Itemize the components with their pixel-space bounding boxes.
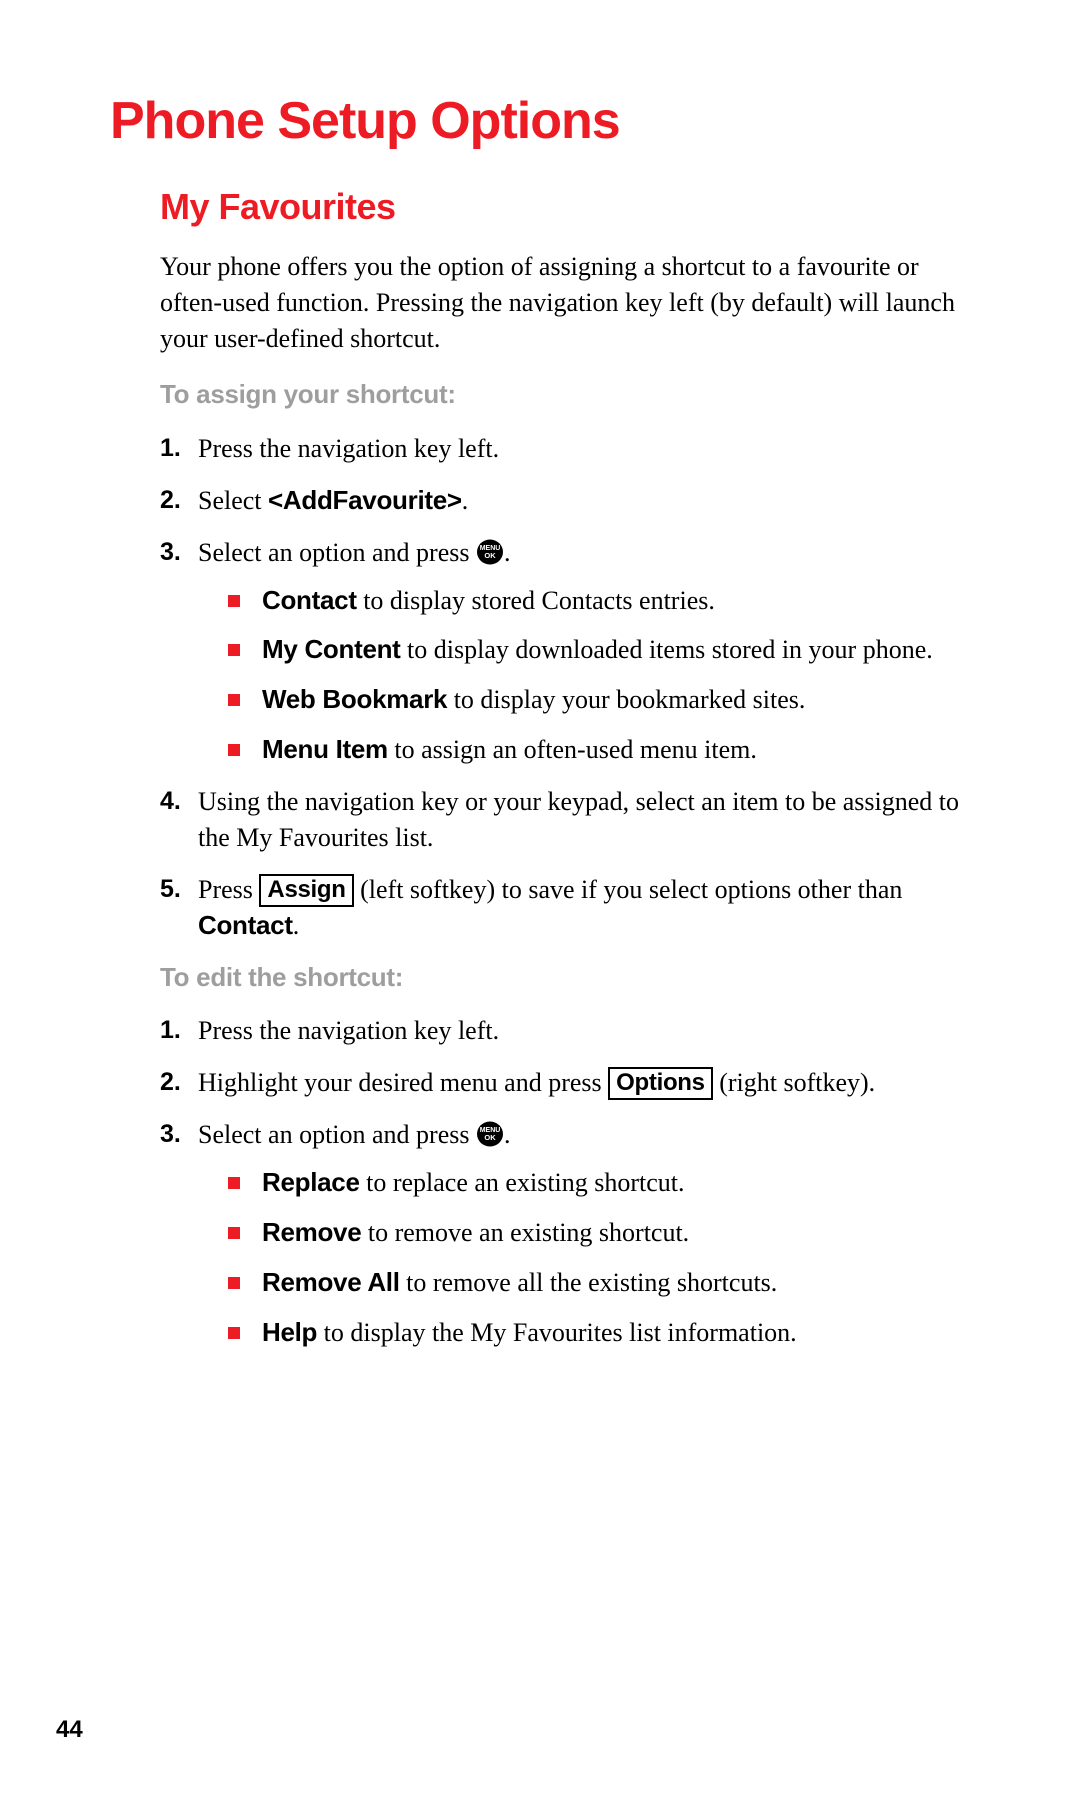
- step-text: .: [504, 538, 511, 567]
- option-item: Replace to replace an existing shortcut.: [228, 1165, 980, 1201]
- lead-assign: To assign your shortcut:: [160, 377, 980, 413]
- page-number: 44: [56, 1713, 83, 1746]
- ui-label: <AddFavourite>: [268, 485, 462, 515]
- option-item: Menu Item to assign an often-used menu i…: [228, 732, 980, 768]
- ui-label: Contact: [198, 910, 293, 940]
- step-item: 4. Using the navigation key or your keyp…: [160, 784, 980, 856]
- option-item: My Content to display downloaded items s…: [228, 632, 980, 668]
- option-name: Menu Item: [262, 734, 388, 764]
- step-item: 1. Press the navigation key left.: [160, 1013, 980, 1049]
- option-name: My Content: [262, 634, 401, 664]
- step-number: 3.: [160, 1117, 181, 1152]
- option-desc: to display your bookmarked sites.: [447, 685, 805, 714]
- option-item: Help to display the My Favourites list i…: [228, 1315, 980, 1351]
- softkey-label: Options: [608, 1067, 713, 1100]
- step-number: 2.: [160, 483, 181, 518]
- sub-options: Replace to replace an existing shortcut.…: [228, 1165, 980, 1351]
- step-text: Press the navigation key left.: [198, 1016, 499, 1045]
- option-item: Web Bookmark to display your bookmarked …: [228, 682, 980, 718]
- menu-ok-icon: MENUOK: [476, 538, 504, 566]
- step-item: 3. Select an option and press MENUOK. Co…: [160, 535, 980, 768]
- step-text: Highlight your desired menu and press: [198, 1068, 608, 1097]
- step-text: Select an option and press: [198, 538, 476, 567]
- step-number: 1.: [160, 1013, 181, 1048]
- svg-text:OK: OK: [484, 551, 496, 560]
- option-item: Remove All to remove all the existing sh…: [228, 1265, 980, 1301]
- step-text: .: [293, 911, 300, 940]
- intro-paragraph: Your phone offers you the option of assi…: [160, 249, 980, 357]
- steps-assign: 1. Press the navigation key left. 2. Sel…: [160, 431, 980, 944]
- option-name: Remove: [262, 1217, 361, 1247]
- step-number: 5.: [160, 872, 181, 907]
- step-text: Select an option and press: [198, 1120, 476, 1149]
- step-text: .: [462, 486, 469, 515]
- step-text: (right softkey).: [713, 1068, 875, 1097]
- option-desc: to assign an often-used menu item.: [388, 735, 757, 764]
- step-item: 1. Press the navigation key left.: [160, 431, 980, 467]
- option-desc: to display stored Contacts entries.: [357, 586, 715, 615]
- option-item: Contact to display stored Contacts entri…: [228, 583, 980, 619]
- step-number: 1.: [160, 431, 181, 466]
- lead-edit: To edit the shortcut:: [160, 960, 980, 996]
- step-item: 2. Select <AddFavourite>.: [160, 483, 980, 519]
- option-desc: to remove an existing shortcut.: [361, 1218, 689, 1247]
- option-desc: to display the My Favourites list inform…: [317, 1318, 797, 1347]
- content-block: Your phone offers you the option of assi…: [160, 249, 980, 1350]
- step-text: Press the navigation key left.: [198, 434, 499, 463]
- menu-ok-icon: MENUOK: [476, 1120, 504, 1148]
- steps-edit: 1. Press the navigation key left. 2. Hig…: [160, 1013, 980, 1350]
- step-number: 4.: [160, 784, 181, 819]
- option-desc: to remove all the existing shortcuts.: [400, 1268, 778, 1297]
- option-name: Replace: [262, 1167, 360, 1197]
- section-title: My Favourites: [160, 182, 980, 232]
- sub-options: Contact to display stored Contacts entri…: [228, 583, 980, 769]
- option-desc: to replace an existing shortcut.: [360, 1168, 685, 1197]
- step-item: 2. Highlight your desired menu and press…: [160, 1065, 980, 1101]
- manual-page: Phone Setup Options My Favourites Your p…: [0, 0, 1080, 1351]
- step-text: (left softkey) to save if you select opt…: [354, 875, 903, 904]
- option-item: Remove to remove an existing shortcut.: [228, 1215, 980, 1251]
- step-text: Using the navigation key or your keypad,…: [198, 787, 959, 852]
- option-name: Web Bookmark: [262, 684, 447, 714]
- page-title: Phone Setup Options: [110, 86, 980, 158]
- step-item: 3. Select an option and press MENUOK. Re…: [160, 1117, 980, 1350]
- option-name: Contact: [262, 585, 357, 615]
- softkey-label: Assign: [259, 874, 353, 907]
- option-name: Help: [262, 1317, 317, 1347]
- svg-text:OK: OK: [484, 1133, 496, 1142]
- step-number: 3.: [160, 535, 181, 570]
- step-text: Press: [198, 875, 259, 904]
- option-name: Remove All: [262, 1267, 400, 1297]
- step-number: 2.: [160, 1065, 181, 1100]
- step-item: 5. Press Assign (left softkey) to save i…: [160, 872, 980, 944]
- option-desc: to display downloaded items stored in yo…: [401, 635, 933, 664]
- step-text: Select: [198, 486, 268, 515]
- step-text: .: [504, 1120, 511, 1149]
